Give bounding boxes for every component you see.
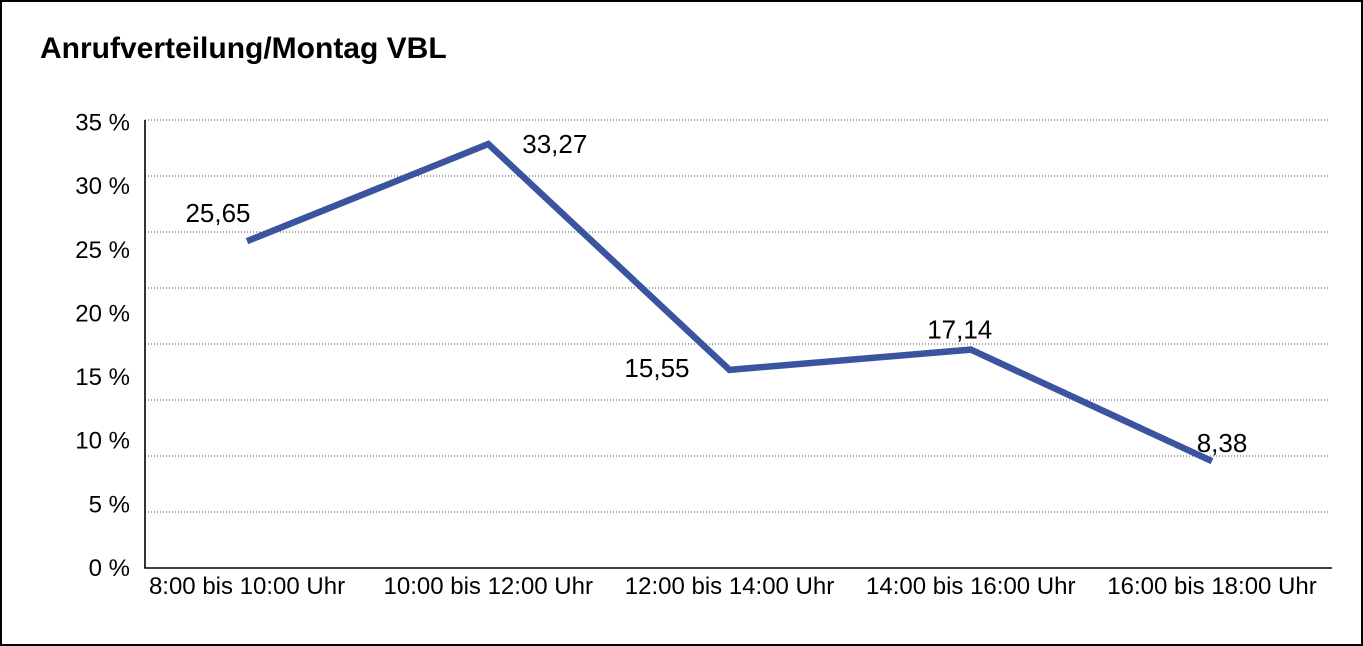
y-tick-label: 5 % — [89, 491, 130, 518]
data-point-label: 8,38 — [1197, 428, 1248, 458]
data-point-label: 33,27 — [522, 129, 587, 159]
data-point-label: 15,55 — [624, 353, 689, 383]
data-line — [245, 140, 1214, 465]
x-category-label: 12:00 bis 14:00 Uhr — [625, 573, 834, 600]
y-tick-label: 30 % — [75, 173, 130, 200]
y-tick-label: 35 % — [75, 110, 130, 137]
data-point-label: 17,14 — [927, 315, 992, 345]
chart-title: Anrufverteilung/Montag VBL — [40, 32, 447, 65]
y-tick-label: 15 % — [75, 364, 130, 391]
y-tick-label: 25 % — [75, 237, 130, 264]
x-category-label: 10:00 bis 12:00 Uhr — [384, 573, 593, 600]
x-category-label: 14:00 bis 16:00 Uhr — [866, 573, 1075, 600]
y-tick-label: 10 % — [75, 428, 130, 455]
x-category-label: 16:00 bis 18:00 Uhr — [1107, 573, 1316, 600]
y-tick-label: 0 % — [89, 555, 130, 582]
y-tick-label: 20 % — [75, 300, 130, 327]
x-category-label: 8:00 bis 10:00 Uhr — [149, 573, 345, 600]
data-point-label: 25,65 — [185, 198, 250, 228]
